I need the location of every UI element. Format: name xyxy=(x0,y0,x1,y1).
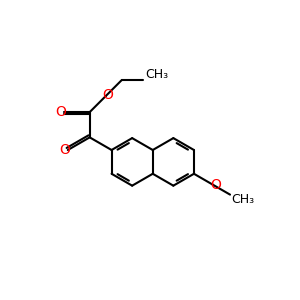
Text: O: O xyxy=(56,105,66,119)
Text: CH₃: CH₃ xyxy=(145,68,168,81)
Text: O: O xyxy=(103,88,114,102)
Text: O: O xyxy=(59,143,70,157)
Text: CH₃: CH₃ xyxy=(232,194,255,206)
Text: O: O xyxy=(210,178,221,192)
